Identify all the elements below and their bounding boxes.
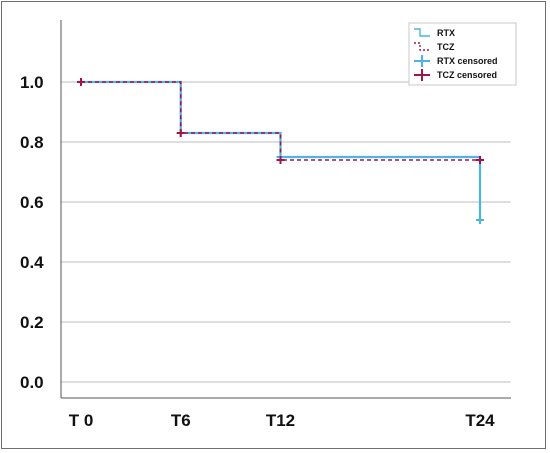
x-tick-label: T6 xyxy=(171,411,191,430)
y-tick-label: 0.8 xyxy=(20,133,44,152)
x-tick-label: T12 xyxy=(266,411,295,430)
censor-mark-rtx xyxy=(476,216,484,224)
censor-mark-tcz xyxy=(77,78,85,86)
series-layer xyxy=(77,78,484,224)
y-tick-label: 1.0 xyxy=(20,73,44,92)
censor-mark-tcz xyxy=(476,156,484,164)
legend-label: TCZ xyxy=(437,42,455,52)
legend-label: RTX censored xyxy=(437,56,498,66)
axis-layer xyxy=(60,20,511,399)
legend-swatch-tcz xyxy=(414,42,430,51)
legend: RTX TCZ RTX censored TCZ censored xyxy=(408,22,517,86)
censor-mark-tcz xyxy=(276,156,285,164)
y-tick-label: 0.4 xyxy=(20,253,44,272)
tick-layer: 1.0 0.8 0.6 0.4 0.2 0.0 T 0 T6 T12 T24 xyxy=(20,73,495,430)
x-tick-label: T 0 xyxy=(69,411,94,430)
legend-censor-swatch-rtx xyxy=(414,55,430,67)
x-tick-label: T24 xyxy=(465,411,495,430)
censor-mark-tcz xyxy=(176,129,185,137)
y-tick-label: 0.2 xyxy=(20,313,44,332)
grid-layer xyxy=(61,81,511,383)
series-line-tcz xyxy=(81,81,480,161)
y-tick-label: 0.0 xyxy=(20,373,44,392)
y-tick-label: 0.6 xyxy=(20,193,44,212)
legend-swatch-rtx xyxy=(414,28,430,37)
legend-censor-swatch-tcz xyxy=(414,69,430,81)
legend-label: TCZ censored xyxy=(437,70,497,80)
legend-label: RTX xyxy=(437,28,455,38)
